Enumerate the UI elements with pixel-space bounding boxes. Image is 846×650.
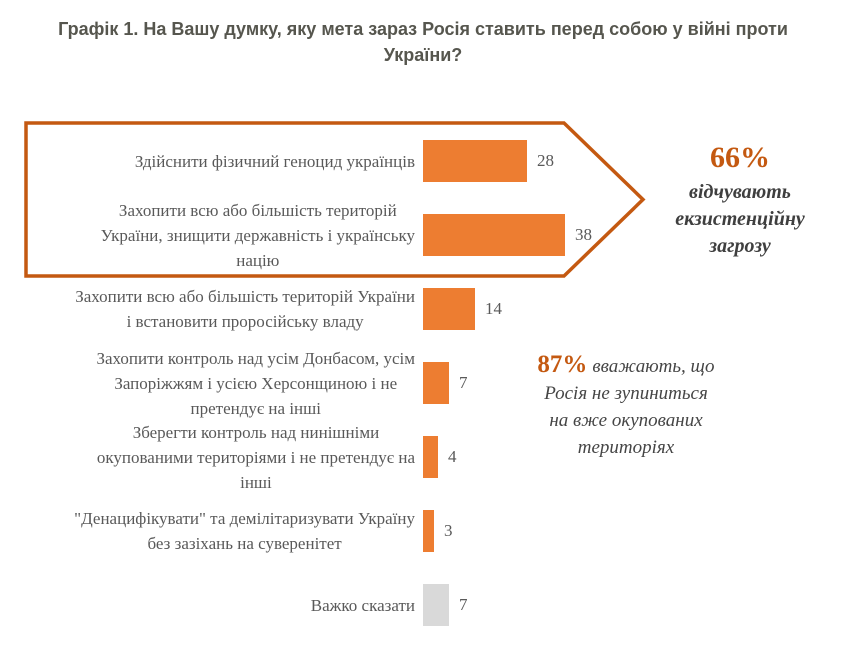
chart-row: "Денацифікувати" та демілітаризувати Укр… — [0, 494, 846, 568]
category-label-column: Зберегти контроль над нинішніми окупован… — [22, 420, 415, 494]
category-label-column: Захопити контроль над усім Донбасом, усі… — [22, 346, 416, 420]
chart-row: Захопити контроль над усім Донбасом, усі… — [0, 346, 846, 420]
chart-row: Захопити всю або більшість територій Укр… — [0, 198, 846, 272]
category-label: Захопити контроль над усім Донбасом, усі… — [96, 348, 416, 418]
annotation-66pct: 66% відчувають екзистенційну загрозу — [645, 141, 835, 260]
value-label: 4 — [448, 447, 457, 466]
bar — [423, 214, 565, 256]
category-label-column: Здійснити фізичний геноцид українців — [22, 124, 415, 198]
chart-title: Графік 1. На Вашу думку, яку мета зараз … — [58, 19, 788, 65]
bar-rows: Здійснити фізичний геноцид українців 28 За… — [0, 124, 846, 642]
callout-arrow-outline — [24, 121, 646, 278]
category-label: Захопити всю або більшість територій Укр… — [100, 200, 415, 270]
category-label: "Денацифікувати" та демілітаризувати Укр… — [74, 509, 415, 553]
chart-row: Здійснити фізичний геноцид українців 28 — [0, 124, 846, 198]
bar — [423, 140, 527, 182]
annotation-87pct: 87% вважають, що Росія не зупиниться на в… — [512, 351, 740, 461]
category-label-column: "Денацифікувати" та демілітаризувати Укр… — [22, 494, 415, 568]
bar — [423, 362, 449, 404]
value-label: 7 — [459, 595, 468, 614]
value-label: 14 — [485, 299, 502, 318]
category-label-column: Захопити всю або більшість територій Укр… — [22, 272, 415, 346]
chart-row: Захопити всю або більшість територій Укр… — [0, 272, 846, 346]
chart-row: Зберегти контроль над нинішніми окупован… — [0, 420, 846, 494]
bar — [423, 584, 449, 626]
bar — [423, 436, 438, 478]
category-label-column: Важко сказати — [22, 568, 415, 642]
annotation-66pct-number: 66% — [710, 141, 770, 174]
value-label: 38 — [575, 225, 592, 244]
category-label-column: Захопити всю або більшість територій Укр… — [22, 198, 415, 272]
category-label: Захопити всю або більшість територій Укр… — [75, 287, 415, 331]
chart-row: Важко сказати 7 — [0, 568, 846, 642]
value-label: 3 — [444, 521, 453, 540]
annotation-87pct-number: 87% — [537, 351, 588, 378]
category-label: Важко сказати — [310, 595, 415, 615]
annotation-87pct-text: вважають, що Росія не зупиниться на вже … — [544, 356, 715, 458]
bar — [423, 510, 434, 552]
bar — [423, 288, 475, 330]
value-label: 7 — [459, 373, 468, 392]
value-label: 28 — [537, 151, 554, 170]
category-label: Здійснити фізичний геноцид українців — [134, 151, 415, 171]
annotation-66pct-text: відчувають екзистенційну загрозу — [675, 181, 805, 257]
category-label: Зберегти контроль над нинішніми окупован… — [96, 422, 415, 492]
